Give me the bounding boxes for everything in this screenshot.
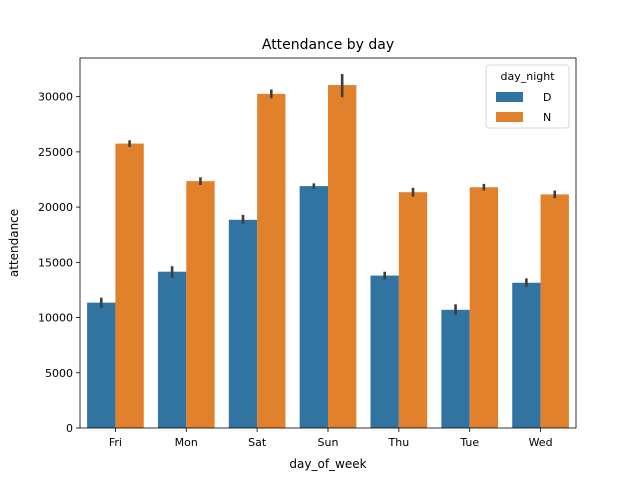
bar-N-Tue [469, 187, 499, 428]
bar-D-Tue [441, 309, 470, 428]
x-axis: Fri Mon Sat Sun Thu Tue Wed [109, 428, 553, 449]
bar-N-Sat [257, 93, 286, 429]
x-tick-label: Thu [388, 436, 410, 449]
bar-D-Thu [370, 275, 399, 428]
bar-N-Mon [186, 181, 215, 428]
legend-swatch-N [496, 112, 523, 122]
legend-swatch-D [496, 92, 523, 102]
y-tick-label: 0 [66, 422, 73, 435]
x-tick-label: Wed [529, 436, 553, 449]
bars-layer [87, 85, 569, 429]
bar-N-Wed [540, 194, 569, 428]
x-tick-label: Sat [248, 436, 267, 449]
y-tick-label: 10000 [38, 312, 73, 325]
y-tick-label: 20000 [38, 201, 73, 214]
chart-title: Attendance by day [262, 37, 394, 53]
x-tick-label: Tue [459, 436, 479, 449]
error-bars-layer [99, 74, 557, 315]
x-tick-label: Sun [318, 436, 339, 449]
bar-N-Thu [398, 192, 428, 428]
legend: day_night DN [485, 64, 570, 129]
y-tick-label: 5000 [45, 367, 73, 380]
bar-D-Sat [228, 219, 258, 428]
x-axis-label: day_of_week [289, 457, 366, 471]
y-axis-label: attendance [7, 209, 21, 277]
y-tick-label: 30000 [38, 91, 73, 104]
x-tick-label: Fri [109, 436, 122, 449]
bar-N-Fri [115, 143, 144, 428]
legend-title: day_night [500, 70, 555, 83]
bar-N-Sun [328, 85, 357, 429]
legend-label-N: N [543, 111, 551, 124]
y-tick-label: 15000 [38, 256, 73, 269]
x-tick-label: Mon [175, 436, 198, 449]
y-tick-label: 25000 [38, 146, 73, 159]
bar-D-Fri [87, 302, 116, 428]
bar-D-Mon [157, 271, 187, 428]
y-axis: 0 5000 10000 15000 20000 25000 30000 [38, 91, 80, 435]
bar-D-Wed [512, 282, 541, 428]
legend-label-D: D [543, 91, 551, 104]
bar-D-Sun [299, 186, 328, 428]
